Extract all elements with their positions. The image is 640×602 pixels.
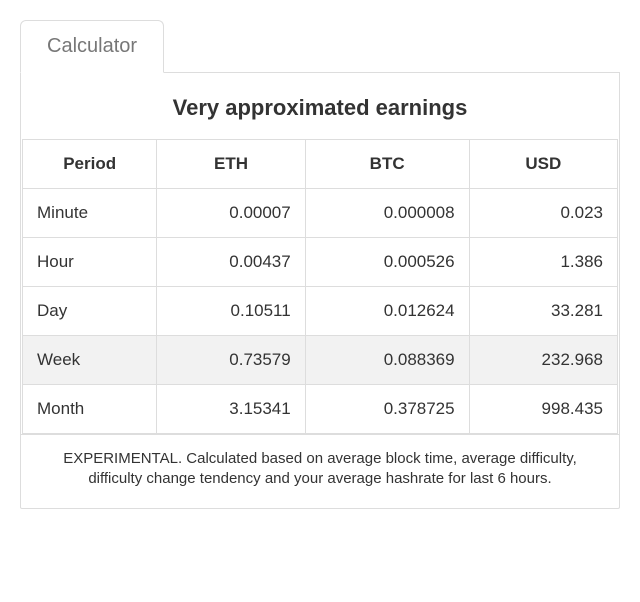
cell-usd: 232.968 bbox=[469, 336, 617, 385]
tab-calculator[interactable]: Calculator bbox=[20, 20, 164, 73]
table-row: Minute0.000070.0000080.023 bbox=[23, 189, 618, 238]
col-usd: USD bbox=[469, 140, 617, 189]
footnote: EXPERIMENTAL. Calculated based on averag… bbox=[21, 434, 619, 508]
cell-btc: 0.000526 bbox=[305, 238, 469, 287]
table-row: Week0.735790.088369232.968 bbox=[23, 336, 618, 385]
earnings-card: Very approximated earnings Period ETH BT… bbox=[20, 73, 620, 509]
cell-usd: 33.281 bbox=[469, 287, 617, 336]
cell-eth: 0.10511 bbox=[157, 287, 305, 336]
cell-period: Week bbox=[23, 336, 157, 385]
cell-period: Month bbox=[23, 385, 157, 434]
table-header-row: Period ETH BTC USD bbox=[23, 140, 618, 189]
table-row: Month3.153410.378725998.435 bbox=[23, 385, 618, 434]
table-row: Hour0.004370.0005261.386 bbox=[23, 238, 618, 287]
cell-eth: 3.15341 bbox=[157, 385, 305, 434]
tab-bar: Calculator bbox=[20, 20, 620, 73]
cell-usd: 998.435 bbox=[469, 385, 617, 434]
cell-btc: 0.000008 bbox=[305, 189, 469, 238]
col-eth: ETH bbox=[157, 140, 305, 189]
cell-period: Minute bbox=[23, 189, 157, 238]
table-row: Day0.105110.01262433.281 bbox=[23, 287, 618, 336]
cell-period: Day bbox=[23, 287, 157, 336]
earnings-table: Period ETH BTC USD Minute0.000070.000008… bbox=[22, 139, 618, 434]
table-body: Minute0.000070.0000080.023Hour0.004370.0… bbox=[23, 189, 618, 434]
cell-btc: 0.378725 bbox=[305, 385, 469, 434]
cell-eth: 0.73579 bbox=[157, 336, 305, 385]
cell-btc: 0.088369 bbox=[305, 336, 469, 385]
cell-usd: 0.023 bbox=[469, 189, 617, 238]
cell-eth: 0.00007 bbox=[157, 189, 305, 238]
col-period: Period bbox=[23, 140, 157, 189]
cell-usd: 1.386 bbox=[469, 238, 617, 287]
cell-eth: 0.00437 bbox=[157, 238, 305, 287]
col-btc: BTC bbox=[305, 140, 469, 189]
card-title: Very approximated earnings bbox=[21, 73, 619, 139]
calculator-panel: Calculator Very approximated earnings Pe… bbox=[20, 20, 620, 509]
cell-period: Hour bbox=[23, 238, 157, 287]
cell-btc: 0.012624 bbox=[305, 287, 469, 336]
